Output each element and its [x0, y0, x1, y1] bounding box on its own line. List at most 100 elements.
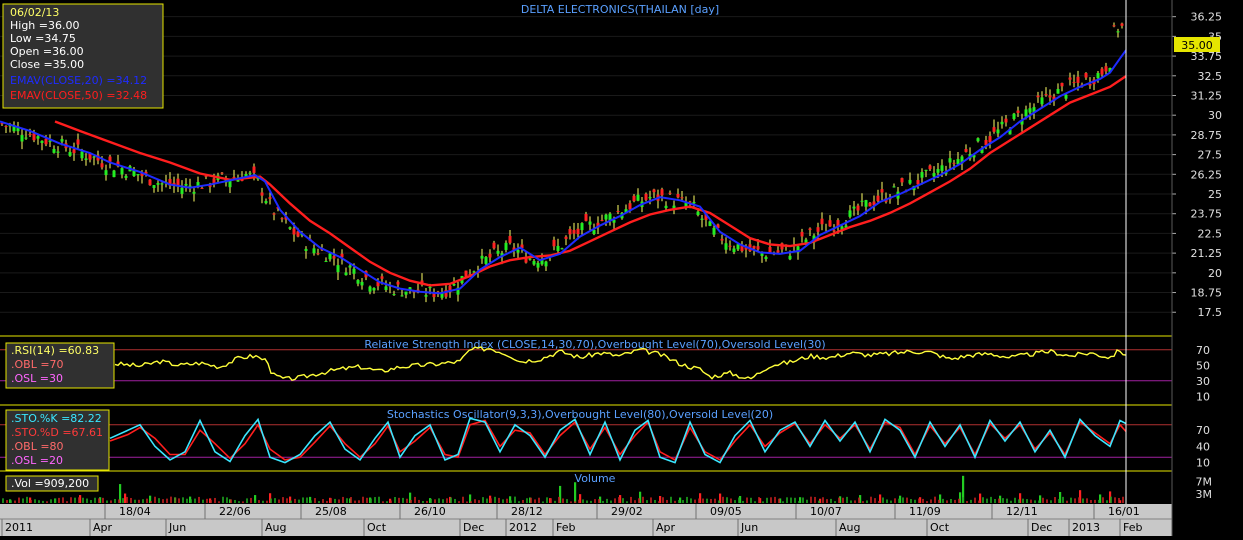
volume-bar [454, 498, 456, 503]
candle-body [328, 253, 332, 260]
candle-body [840, 226, 844, 231]
volume-bar [859, 495, 862, 503]
volume-bar [10, 500, 12, 503]
stochastic-tick-label: 10 [1196, 457, 1210, 470]
candle-body [160, 183, 164, 185]
time-axis-month-label: Apr [656, 521, 676, 534]
volume-bar [659, 495, 662, 503]
volume-bar [1099, 494, 1102, 503]
candle-body [700, 218, 704, 220]
volume-title: Volume [575, 472, 616, 485]
volume-bar [854, 500, 856, 503]
candle-body [796, 246, 800, 253]
candle-body [540, 258, 544, 265]
candle-body [372, 288, 376, 291]
candle-body [316, 253, 320, 255]
volume-bar [702, 498, 704, 503]
volume-bar [389, 498, 392, 503]
volume-bar [762, 501, 764, 503]
candle-body [724, 243, 728, 250]
volume-bar [1002, 498, 1004, 503]
volume-bar [269, 493, 272, 503]
volume-bar [46, 501, 48, 503]
volume-bar [434, 499, 436, 503]
candle-body [108, 156, 112, 162]
candle-body [16, 126, 20, 132]
candle-body [536, 262, 540, 268]
time-axis-month-label: Feb [556, 521, 575, 534]
volume-bar [122, 498, 124, 503]
volume-bar [529, 497, 532, 503]
volume-bar [9, 499, 12, 503]
volume-bar [999, 495, 1002, 503]
volume-bar [458, 501, 460, 503]
volume-bar [686, 496, 688, 503]
volume-bar [306, 497, 308, 503]
candle-body [720, 238, 724, 241]
candle-body [232, 176, 236, 178]
candle-body [288, 227, 292, 229]
price-tick-label: 22.5 [1198, 227, 1223, 240]
volume-bar [779, 498, 782, 503]
volume-bar [402, 497, 404, 503]
stochastic-legend-osl: .OSL =20 [11, 454, 63, 467]
stochastic-tick-label: 70 [1196, 424, 1210, 437]
volume-bar [494, 496, 496, 503]
volume-bar [302, 497, 304, 503]
candle-body [68, 152, 72, 156]
candle-body [936, 169, 940, 173]
volume-bar [559, 485, 562, 503]
candle-body [1012, 113, 1016, 119]
candle-body [580, 223, 584, 231]
candle-body [960, 156, 964, 164]
candle-body [496, 250, 500, 254]
price-tick-label: 25 [1208, 188, 1222, 201]
candle-body [156, 183, 160, 185]
stochastic-tick-label: 40 [1196, 440, 1210, 453]
volume-bar [1110, 496, 1112, 503]
volume-bar [469, 494, 472, 503]
volume-bar [522, 499, 524, 503]
candle-body [292, 228, 296, 235]
volume-bar [210, 500, 212, 503]
price-tick-label: 21.25 [1191, 247, 1223, 260]
candle-body [408, 287, 412, 290]
candle-body [80, 151, 84, 159]
volume-bar [894, 498, 896, 503]
candle-body [844, 225, 848, 228]
volume-bar [1118, 497, 1120, 503]
candle-body [712, 227, 716, 235]
volume-bar [662, 497, 664, 503]
volume-bar [570, 501, 572, 503]
candle-body [140, 172, 144, 177]
volume-bar [1078, 497, 1080, 503]
volume-bar [334, 498, 336, 503]
candle-body [928, 165, 932, 170]
candle-body [196, 182, 200, 187]
candle-body [1024, 109, 1028, 117]
time-axis-dates: 18/04 22/06 25/08 26/10 28/12 29/02 09/05 10/07… [104, 504, 1140, 519]
volume-bar [862, 501, 864, 503]
volume-bar [506, 498, 508, 503]
volume-tick-label: 7M [1196, 476, 1213, 489]
candle-body [736, 244, 740, 250]
candle-body [600, 219, 604, 221]
volume-bar [502, 499, 504, 503]
volume-bar [218, 501, 220, 503]
volume-bar [242, 501, 244, 503]
volume-bar [578, 499, 580, 503]
volume-bar [534, 499, 536, 503]
volume-bar [679, 497, 682, 503]
volume-bar [474, 499, 476, 503]
candle-body [384, 286, 388, 291]
candle-body [764, 256, 768, 259]
volume-bar [510, 500, 512, 503]
volume-bar [650, 497, 652, 503]
candle-body [932, 173, 936, 177]
volume-bar [189, 496, 192, 503]
candle-body [1040, 97, 1044, 105]
volume-bar [730, 498, 732, 503]
candle-body [488, 253, 492, 258]
price-tick-label: 33.75 [1191, 50, 1223, 63]
stochastic-axis-ticks: 70 40 10 [1196, 424, 1210, 469]
